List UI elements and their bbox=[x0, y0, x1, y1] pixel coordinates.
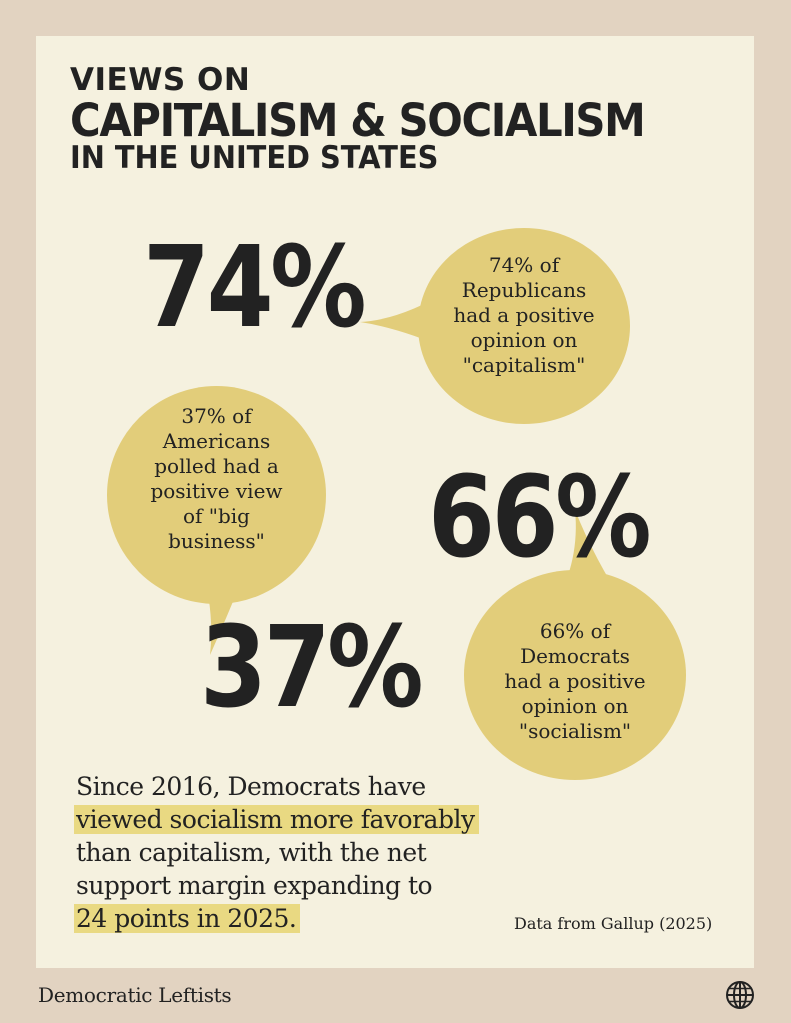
americans-bubble bbox=[107, 386, 326, 604]
americans-caption: 37% of Americans polled had a positive v… bbox=[107, 404, 326, 554]
caption-line: 66% of bbox=[539, 619, 611, 643]
republicans-caption: 74% of Republicans had a positive opinio… bbox=[418, 253, 630, 378]
caption-line: had a positive bbox=[504, 669, 646, 693]
source-credit: Data from Gallup (2025) bbox=[514, 914, 713, 933]
globe-icon[interactable] bbox=[724, 979, 756, 1011]
caption-line: business" bbox=[168, 529, 265, 553]
caption-line: Americans bbox=[162, 429, 271, 453]
americans-stat: 37% bbox=[200, 603, 424, 733]
caption-line: positive view bbox=[150, 479, 283, 503]
caption-line: "socialism" bbox=[518, 719, 632, 743]
caption-line: had a positive bbox=[453, 303, 595, 327]
summary-highlight: 24 points in 2025. bbox=[74, 904, 301, 933]
title-line-1: VIEWS ON bbox=[70, 62, 251, 98]
republicans-stat: 74% bbox=[143, 223, 367, 353]
title-line-3: IN THE UNITED STATES bbox=[70, 140, 439, 176]
caption-line: 74% of bbox=[488, 253, 560, 277]
summary-line: support margin expanding to bbox=[76, 871, 433, 900]
title-line-2: CAPITALISM & SOCIALISM bbox=[70, 94, 646, 147]
caption-line: opinion on bbox=[470, 328, 578, 352]
democrats-caption: 66% of Democrats had a positive opinion … bbox=[464, 619, 686, 744]
summary-line: Since 2016, Democrats have bbox=[76, 772, 426, 801]
caption-line: "capitalism" bbox=[462, 353, 586, 377]
caption-line: Republicans bbox=[461, 278, 587, 302]
caption-line: polled had a bbox=[154, 454, 279, 478]
caption-line: opinion on bbox=[521, 694, 629, 718]
summary-highlight: viewed socialism more favorably bbox=[74, 805, 479, 834]
democrats-stat: 66% bbox=[428, 453, 652, 583]
caption-line: Democrats bbox=[520, 644, 630, 668]
summary-paragraph: Since 2016, Democrats have viewed social… bbox=[74, 770, 479, 935]
caption-line: 37% of bbox=[181, 404, 252, 428]
summary-line: than capitalism, with the net bbox=[76, 838, 427, 867]
brand-name: Democratic Leftists bbox=[38, 983, 232, 1007]
democrats-bubble bbox=[464, 570, 686, 780]
republicans-bubble bbox=[418, 228, 630, 424]
caption-line: of "big bbox=[182, 504, 250, 528]
